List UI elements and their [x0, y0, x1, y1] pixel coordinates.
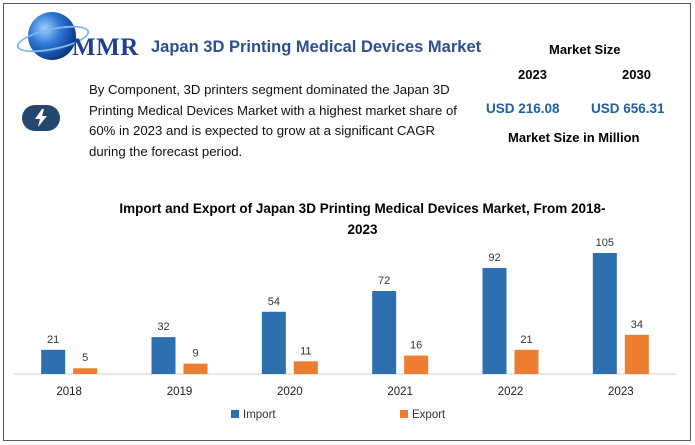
bar-export-2023 [624, 334, 649, 374]
bars-group: 21 5 2018 32 9 2019 54 11 2020 72 16 2021 92 21 2022 10… [41, 237, 649, 398]
market-size-year-start: 2023 [518, 67, 547, 82]
data-label-export-2021: 16 [410, 340, 422, 352]
x-tick-label-2019: 2019 [167, 386, 193, 398]
bar-export-2018 [73, 368, 98, 374]
legend-label-import: Import [243, 409, 276, 421]
market-size-header: Market Size [549, 42, 621, 57]
data-label-export-2018: 5 [82, 352, 88, 364]
chart-legend: Import Export [231, 409, 446, 421]
market-size-year-end: 2030 [622, 67, 651, 82]
data-label-export-2022: 21 [520, 334, 532, 346]
x-tick-label-2020: 2020 [277, 386, 303, 398]
logo-text: MMR [72, 34, 139, 61]
legend-label-export: Export [412, 409, 446, 421]
bar-import-2020 [261, 311, 286, 374]
data-label-export-2019: 9 [192, 348, 198, 360]
infographic-frame [3, 3, 691, 441]
data-label-export-2023: 34 [631, 319, 643, 331]
data-label-import-2021: 72 [378, 275, 390, 287]
chart-title-line-2: 2023 [347, 222, 378, 237]
bar-export-2019 [183, 363, 208, 374]
data-label-import-2020: 54 [268, 296, 280, 308]
data-label-import-2022: 92 [488, 252, 500, 264]
description-text: By Component, 3D printers segment domina… [89, 82, 457, 159]
market-size-value-end: USD 656.31 [591, 101, 665, 116]
market-size-footer: Market Size in Million [508, 130, 640, 145]
bar-import-2018 [41, 349, 66, 374]
page-title: Japan 3D Printing Medical Devices Market [151, 38, 482, 56]
market-size-value-start: USD 216.08 [486, 101, 560, 116]
chart-title: Import and Export of Japan 3D Printing M… [90, 198, 635, 240]
x-tick-label-2023: 2023 [608, 386, 634, 398]
mmr-logo: MMR [14, 8, 149, 66]
bar-export-2021 [404, 355, 429, 374]
data-label-import-2019: 32 [157, 321, 169, 333]
x-tick-label-2022: 2022 [498, 386, 524, 398]
globe-icon [28, 12, 76, 60]
bar-import-2019 [151, 337, 176, 374]
lightning-bolt-icon [22, 105, 60, 131]
bar-import-2021 [372, 291, 397, 374]
data-label-import-2023: 105 [596, 237, 614, 249]
data-label-export-2020: 11 [300, 345, 311, 357]
bar-export-2022 [514, 349, 539, 374]
legend-swatch-import [231, 410, 239, 418]
bar-import-2023 [592, 253, 617, 374]
chart-title-line-1: Import and Export of Japan 3D Printing M… [119, 201, 606, 216]
legend-swatch-export [400, 410, 408, 418]
bar-import-2022 [482, 267, 507, 374]
bar-export-2020 [293, 361, 318, 374]
x-tick-label-2018: 2018 [56, 386, 82, 398]
x-tick-label-2021: 2021 [387, 386, 413, 398]
data-label-import-2018: 21 [47, 334, 59, 346]
